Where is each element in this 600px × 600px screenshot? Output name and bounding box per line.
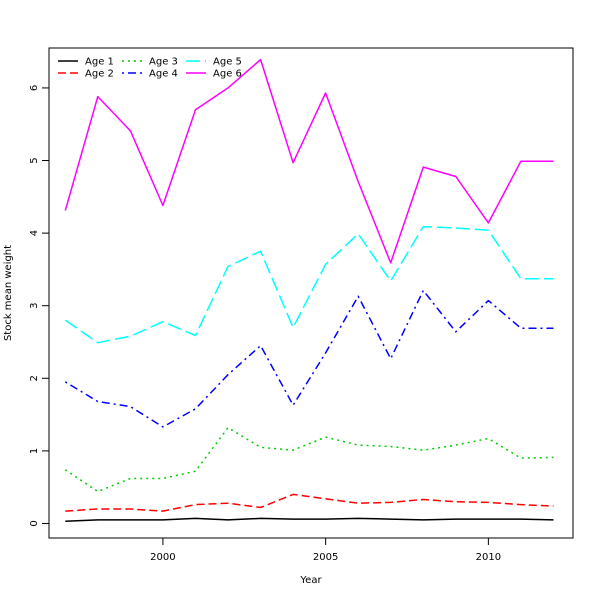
y-axis-title: Stock mean weight	[3, 245, 14, 341]
y-axis: 0 1 2 3 4 5 6	[29, 85, 49, 527]
series-line-age-4	[64, 289, 554, 428]
y-tick-label: 0	[29, 520, 40, 526]
y-tick-label: 2	[29, 375, 40, 381]
y-tick-label: 1	[29, 448, 40, 454]
legend-label: Age 4	[149, 69, 178, 80]
legend-label: Age 5	[213, 57, 242, 68]
x-tick-label: 2010	[476, 552, 501, 563]
series-lines	[64, 58, 554, 523]
plot-frame	[48, 47, 574, 539]
y-tick-label: 3	[29, 303, 40, 309]
legend-label: Age 1	[85, 57, 114, 68]
legend-label: Age 6	[213, 69, 242, 80]
legend-label: Age 3	[149, 57, 178, 68]
series-line-age-5	[64, 225, 554, 344]
series-line-age-2	[65, 493, 554, 512]
y-tick-label: 5	[29, 157, 40, 163]
y-tick-label: 4	[29, 230, 40, 236]
x-axis: 2000 2005 2010	[150, 538, 501, 563]
x-tick-label: 2005	[313, 552, 338, 563]
series-line-age-6	[64, 58, 554, 264]
series-line-age-3	[64, 426, 554, 493]
legend-label: Age 2	[85, 69, 114, 80]
x-axis-title: Year	[299, 575, 322, 586]
series-line-age-1	[65, 517, 554, 523]
x-tick-label: 2000	[150, 552, 175, 563]
y-tick-label: 6	[29, 85, 40, 91]
